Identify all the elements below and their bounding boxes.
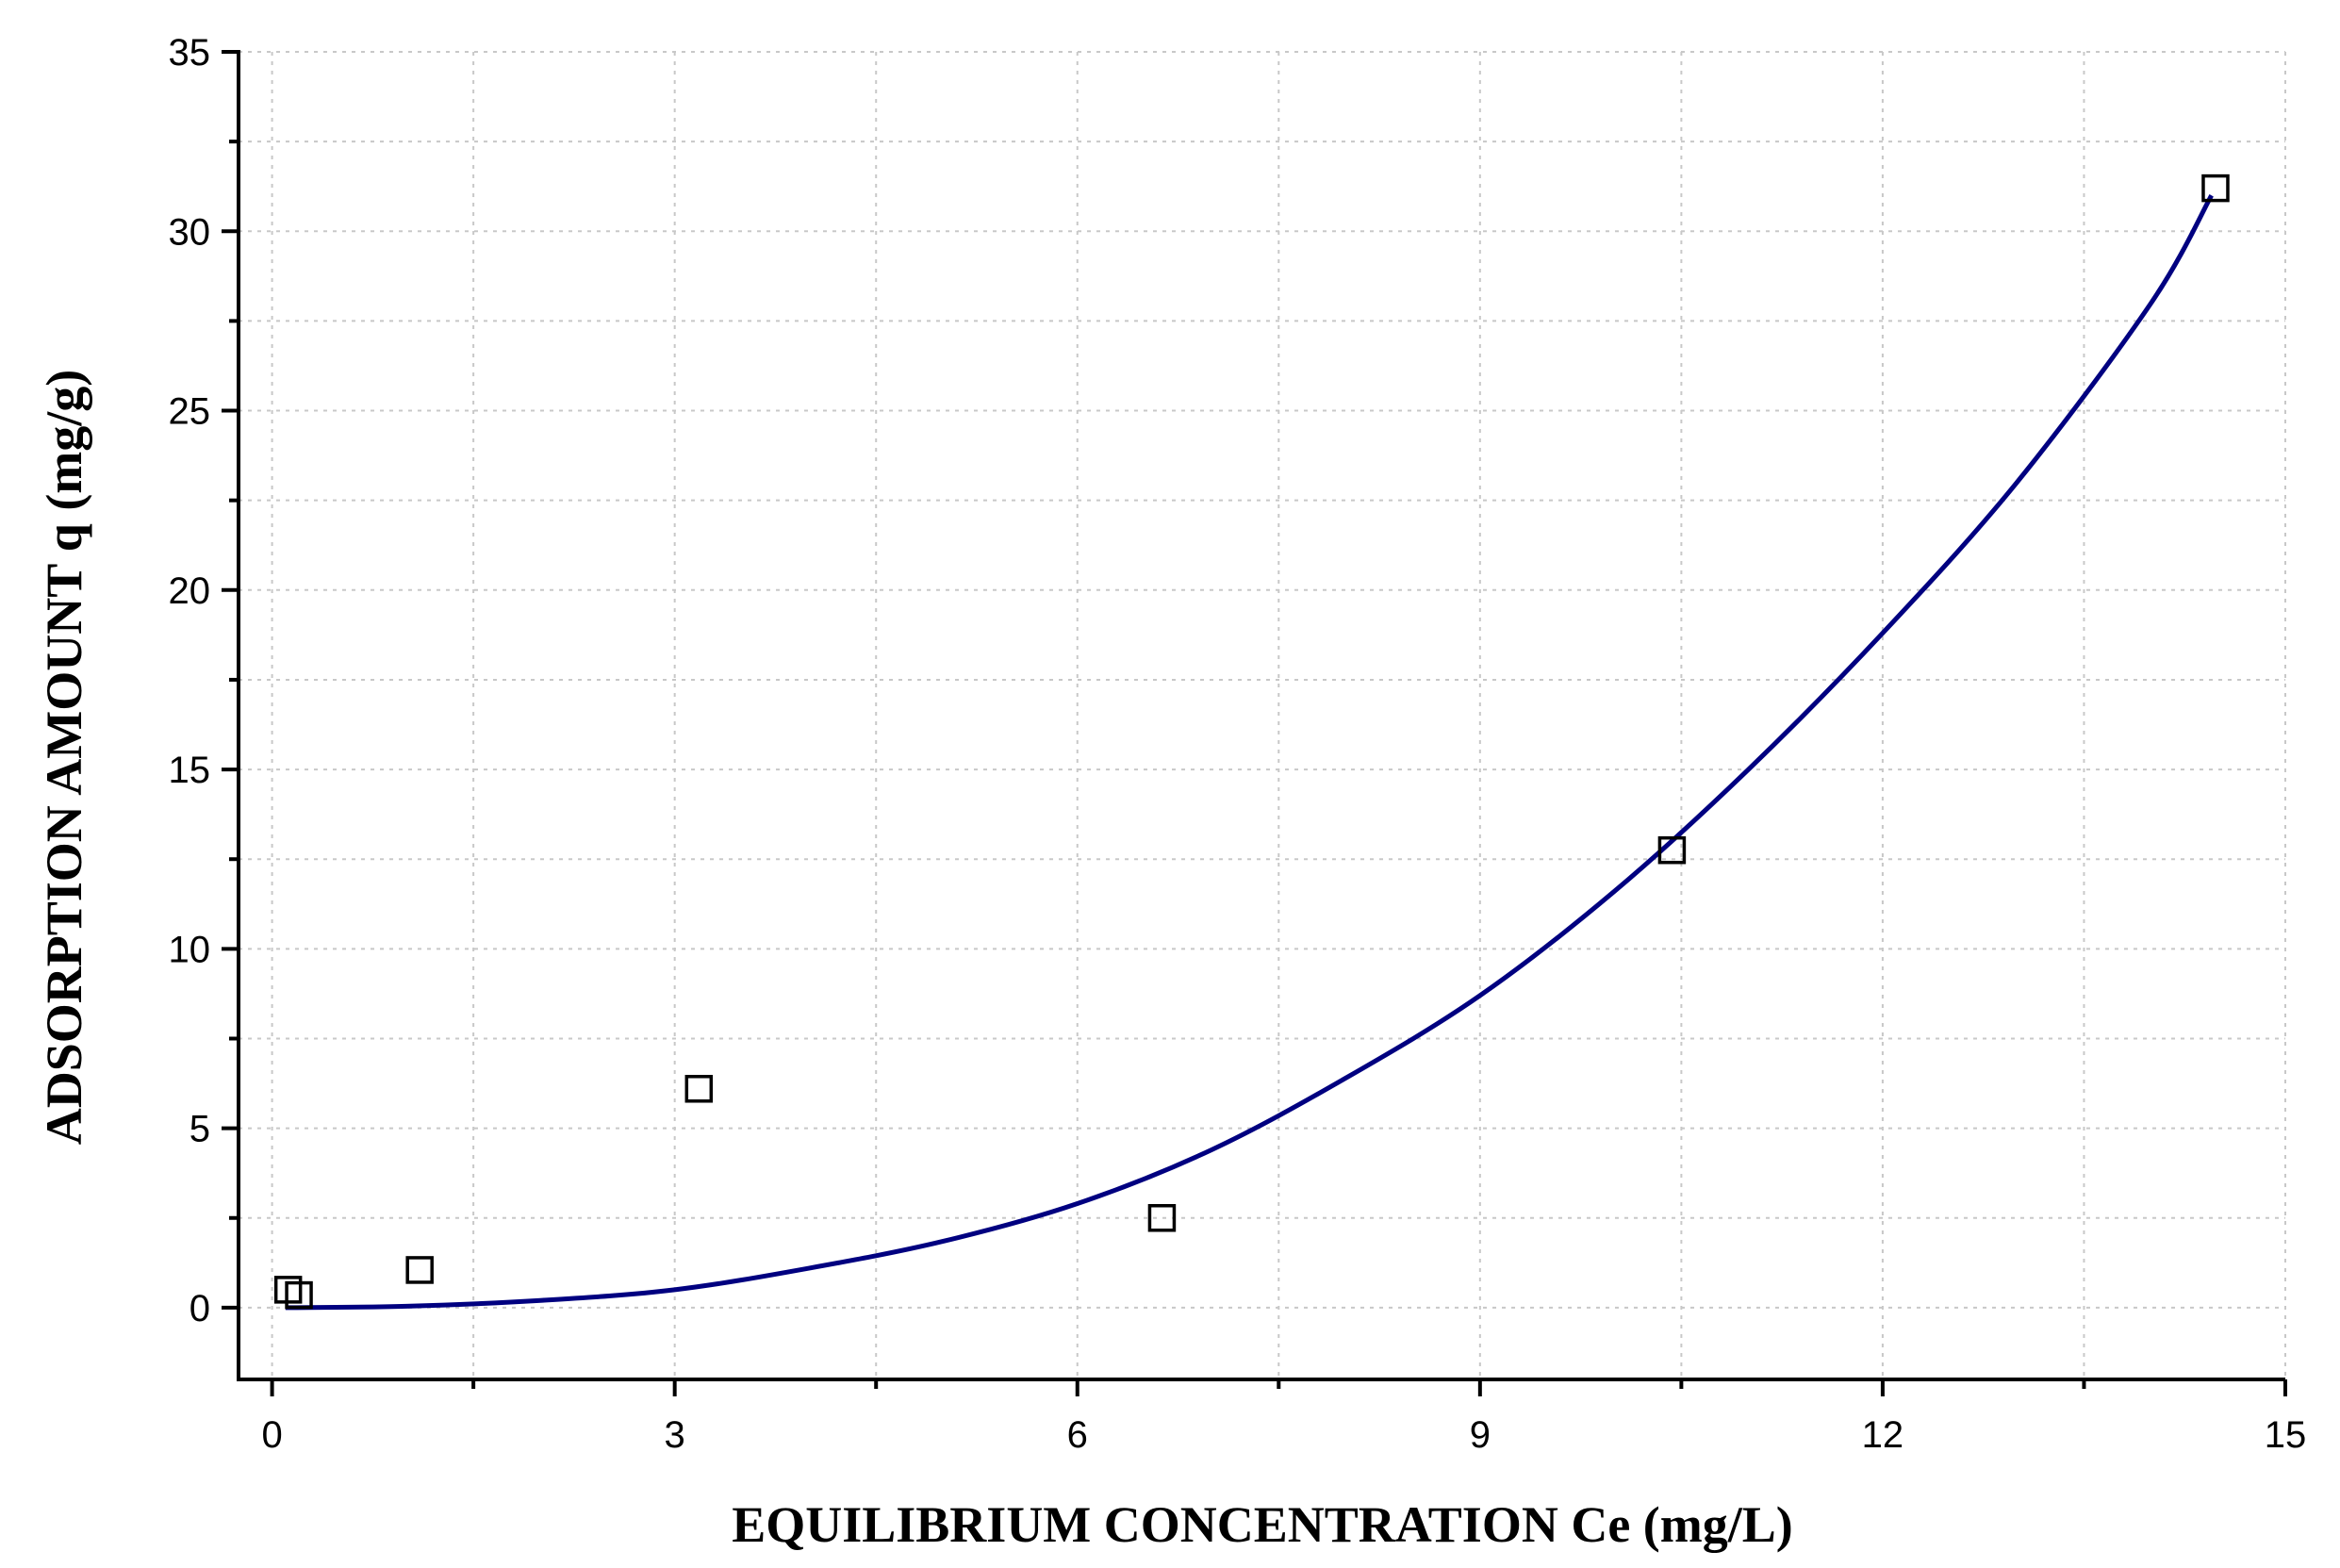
x-axis-ticks: 0 3 6 9 12 15 bbox=[261, 1379, 2306, 1456]
y-tick-label: 5 bbox=[190, 1109, 210, 1150]
y-axis-title: ADSORPTION AMOUNT q (mg/g) bbox=[36, 370, 92, 1146]
y-axis-ticks: 0 5 10 15 20 25 30 35 bbox=[169, 32, 239, 1329]
data-point-marker bbox=[2201, 173, 2230, 203]
x-tick-label: 15 bbox=[2265, 1414, 2307, 1456]
y-tick-label: 15 bbox=[169, 750, 211, 791]
axes bbox=[237, 50, 2285, 1381]
data-point-marker bbox=[1147, 1204, 1177, 1232]
x-tick-label: 9 bbox=[1470, 1414, 1491, 1456]
x-tick-label: 6 bbox=[1067, 1414, 1088, 1456]
data-point-marker bbox=[1657, 835, 1687, 865]
fit-curve bbox=[285, 193, 2214, 1311]
x-tick-label: 0 bbox=[261, 1414, 282, 1456]
y-tick-label: 25 bbox=[169, 391, 211, 433]
data-point-marker bbox=[405, 1256, 434, 1284]
grid-lines bbox=[239, 51, 2286, 1379]
y-tick-label: 35 bbox=[169, 32, 211, 74]
y-tick-label: 10 bbox=[169, 929, 211, 970]
x-tick-label: 12 bbox=[1862, 1414, 1904, 1456]
data-points bbox=[273, 173, 2230, 1310]
y-tick-label: 30 bbox=[169, 211, 211, 253]
fit-curve-group bbox=[285, 193, 2214, 1311]
data-point-marker bbox=[285, 1280, 313, 1310]
x-tick-label: 3 bbox=[665, 1414, 685, 1456]
x-axis-title: EQUILIBRIUM CONCENTRATION Ce (mg/L) bbox=[732, 1496, 1793, 1553]
y-tick-label: 20 bbox=[169, 570, 211, 612]
data-point-marker bbox=[684, 1075, 714, 1103]
y-tick-label: 0 bbox=[190, 1288, 210, 1329]
